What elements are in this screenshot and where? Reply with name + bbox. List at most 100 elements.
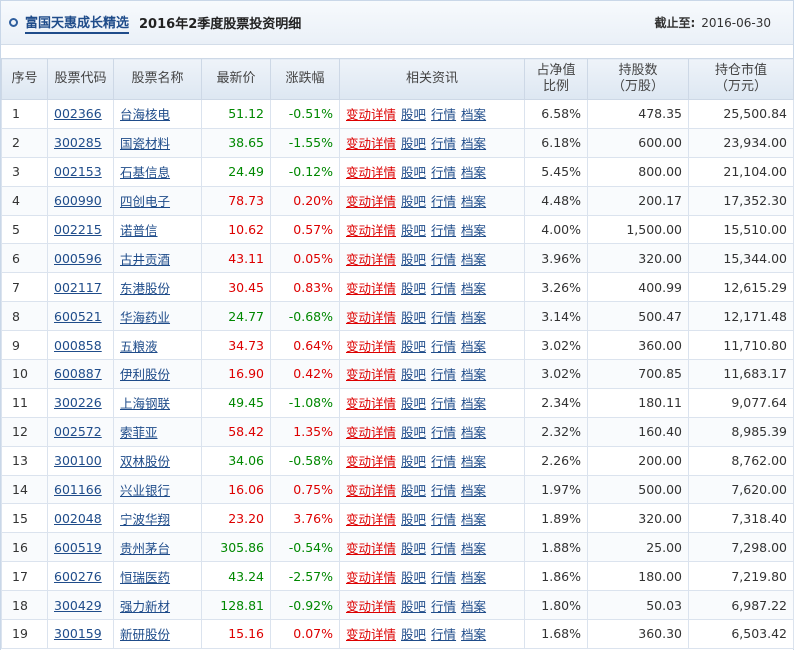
quote-link[interactable]: 行情: [431, 338, 457, 354]
stock-forum-link[interactable]: 股吧: [401, 107, 427, 123]
stock-code-link[interactable]: 002117: [54, 279, 102, 295]
stock-forum-link[interactable]: 股吧: [401, 483, 427, 499]
change-detail-link[interactable]: 变动详情: [346, 367, 397, 383]
stock-code-link[interactable]: 300159: [54, 626, 102, 642]
stock-code-link[interactable]: 002153: [54, 164, 102, 180]
change-detail-link[interactable]: 变动详情: [346, 511, 397, 527]
stock-name-link[interactable]: 五粮液: [120, 338, 158, 354]
stock-code-link[interactable]: 002572: [54, 424, 102, 440]
archive-link[interactable]: 档案: [461, 598, 487, 614]
quote-link[interactable]: 行情: [431, 598, 457, 614]
stock-forum-link[interactable]: 股吧: [401, 511, 427, 527]
archive-link[interactable]: 档案: [461, 540, 487, 556]
stock-code-link[interactable]: 300100: [54, 453, 102, 469]
change-detail-link[interactable]: 变动详情: [346, 598, 397, 614]
archive-link[interactable]: 档案: [461, 569, 487, 585]
change-detail-link[interactable]: 变动详情: [346, 540, 397, 556]
archive-link[interactable]: 档案: [461, 396, 487, 412]
stock-forum-link[interactable]: 股吧: [401, 425, 427, 441]
archive-link[interactable]: 档案: [461, 367, 487, 383]
archive-link[interactable]: 档案: [461, 627, 487, 643]
stock-name-link[interactable]: 古井贡酒: [120, 251, 171, 267]
change-detail-link[interactable]: 变动详情: [346, 136, 397, 152]
stock-name-link[interactable]: 东港股份: [120, 280, 171, 296]
stock-forum-link[interactable]: 股吧: [401, 251, 427, 267]
stock-name-link[interactable]: 强力新材: [120, 598, 171, 614]
stock-code-link[interactable]: 300285: [54, 135, 102, 151]
stock-name-link[interactable]: 石基信息: [120, 165, 171, 181]
change-detail-link[interactable]: 变动详情: [346, 425, 397, 441]
stock-name-link[interactable]: 伊利股份: [120, 367, 171, 383]
stock-name-link[interactable]: 索菲亚: [120, 425, 158, 441]
quote-link[interactable]: 行情: [431, 540, 457, 556]
stock-forum-link[interactable]: 股吧: [401, 454, 427, 470]
stock-code-link[interactable]: 300429: [54, 597, 102, 613]
quote-link[interactable]: 行情: [431, 223, 457, 238]
fund-name-link[interactable]: 富国天惠成长精选: [25, 12, 130, 34]
stock-code-link[interactable]: 000596: [54, 250, 102, 266]
quote-link[interactable]: 行情: [431, 569, 457, 585]
archive-link[interactable]: 档案: [461, 194, 487, 210]
stock-name-link[interactable]: 贵州茅台: [120, 540, 171, 556]
stock-code-link[interactable]: 300226: [54, 395, 102, 411]
quote-link[interactable]: 行情: [431, 367, 457, 383]
archive-link[interactable]: 档案: [461, 107, 487, 123]
stock-code-link[interactable]: 000858: [54, 337, 102, 353]
archive-link[interactable]: 档案: [461, 251, 487, 267]
stock-forum-link[interactable]: 股吧: [401, 598, 427, 614]
stock-code-link[interactable]: 002366: [54, 106, 102, 122]
stock-forum-link[interactable]: 股吧: [401, 223, 427, 238]
archive-link[interactable]: 档案: [461, 223, 487, 238]
quote-link[interactable]: 行情: [431, 511, 457, 527]
stock-name-link[interactable]: 华海药业: [120, 309, 171, 325]
archive-link[interactable]: 档案: [461, 136, 487, 152]
stock-name-link[interactable]: 诺普信: [120, 223, 158, 238]
quote-link[interactable]: 行情: [431, 165, 457, 181]
quote-link[interactable]: 行情: [431, 483, 457, 499]
change-detail-link[interactable]: 变动详情: [346, 396, 397, 412]
stock-forum-link[interactable]: 股吧: [401, 396, 427, 412]
stock-forum-link[interactable]: 股吧: [401, 338, 427, 354]
stock-name-link[interactable]: 双林股份: [120, 454, 171, 470]
stock-forum-link[interactable]: 股吧: [401, 627, 427, 643]
archive-link[interactable]: 档案: [461, 338, 487, 354]
stock-name-link[interactable]: 四创电子: [120, 194, 171, 210]
change-detail-link[interactable]: 变动详情: [346, 454, 397, 470]
stock-forum-link[interactable]: 股吧: [401, 309, 427, 325]
quote-link[interactable]: 行情: [431, 396, 457, 412]
change-detail-link[interactable]: 变动详情: [346, 280, 397, 296]
change-detail-link[interactable]: 变动详情: [346, 309, 397, 325]
stock-name-link[interactable]: 新研股份: [120, 627, 171, 643]
stock-forum-link[interactable]: 股吧: [401, 136, 427, 152]
change-detail-link[interactable]: 变动详情: [346, 223, 397, 238]
change-detail-link[interactable]: 变动详情: [346, 338, 397, 354]
change-detail-link[interactable]: 变动详情: [346, 483, 397, 499]
stock-code-link[interactable]: 601166: [54, 482, 102, 498]
stock-code-link[interactable]: 600990: [54, 193, 102, 209]
quote-link[interactable]: 行情: [431, 309, 457, 325]
archive-link[interactable]: 档案: [461, 483, 487, 499]
stock-name-link[interactable]: 国瓷材料: [120, 136, 171, 152]
stock-code-link[interactable]: 002048: [54, 510, 102, 526]
change-detail-link[interactable]: 变动详情: [346, 165, 397, 181]
stock-code-link[interactable]: 600276: [54, 568, 102, 584]
stock-forum-link[interactable]: 股吧: [401, 540, 427, 556]
archive-link[interactable]: 档案: [461, 280, 487, 296]
change-detail-link[interactable]: 变动详情: [346, 569, 397, 585]
stock-forum-link[interactable]: 股吧: [401, 280, 427, 296]
quote-link[interactable]: 行情: [431, 280, 457, 296]
archive-link[interactable]: 档案: [461, 454, 487, 470]
archive-link[interactable]: 档案: [461, 165, 487, 181]
quote-link[interactable]: 行情: [431, 627, 457, 643]
stock-forum-link[interactable]: 股吧: [401, 367, 427, 383]
quote-link[interactable]: 行情: [431, 454, 457, 470]
change-detail-link[interactable]: 变动详情: [346, 107, 397, 123]
stock-name-link[interactable]: 兴业银行: [120, 483, 171, 499]
stock-name-link[interactable]: 台海核电: [120, 107, 171, 123]
stock-name-link[interactable]: 恒瑞医药: [120, 569, 171, 585]
change-detail-link[interactable]: 变动详情: [346, 251, 397, 267]
stock-forum-link[interactable]: 股吧: [401, 194, 427, 210]
change-detail-link[interactable]: 变动详情: [346, 627, 397, 643]
quote-link[interactable]: 行情: [431, 107, 457, 123]
quote-link[interactable]: 行情: [431, 251, 457, 267]
